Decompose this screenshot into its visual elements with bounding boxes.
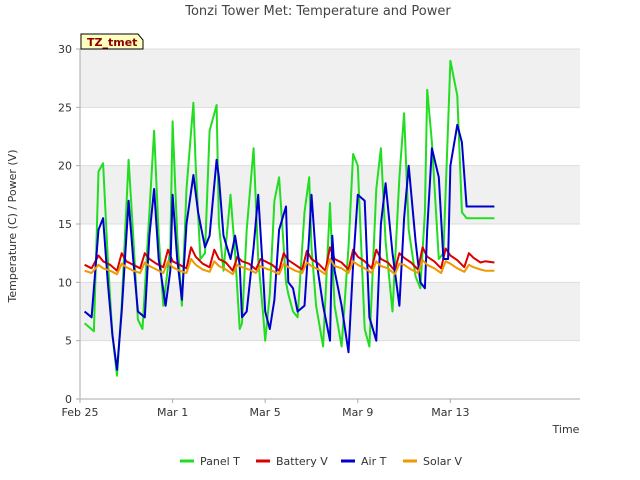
x-tick-label: Mar 13: [431, 406, 469, 419]
y-tick-label: 25: [58, 101, 72, 114]
tag-box-shape: [80, 33, 144, 50]
y-tick-label: 10: [58, 276, 72, 289]
y-tick-label: 5: [65, 335, 72, 348]
y-tick-label: 20: [58, 160, 72, 173]
x-tick-label: Mar 5: [250, 406, 281, 419]
grid-band: [80, 49, 580, 108]
legend: Panel T Battery V Air T Solar V: [180, 455, 463, 468]
legend-label: Air T: [361, 455, 387, 468]
chart-title: Tonzi Tower Met: Temperature and Power: [184, 4, 451, 19]
x-tick-label: Feb 25: [62, 406, 99, 419]
tag-label: TZ_tmet: [87, 36, 137, 49]
x-tick-labels: Feb 25 Mar 1 Mar 5 Mar 9 Mar 13: [62, 399, 469, 419]
series-line-panel-t: [83, 59, 495, 377]
legend-label: Battery V: [276, 455, 328, 468]
series-line-solar-v: [84, 258, 495, 276]
legend-item-battery-v: Battery V: [256, 455, 328, 468]
tag-box: TZ_tmet: [80, 33, 144, 50]
y-tick-label: 30: [58, 43, 72, 56]
y-axis-label: Temperature (C) / Power (V): [6, 149, 19, 303]
legend-item-air-t: Air T: [341, 455, 387, 468]
series-group: [83, 59, 495, 377]
x-tick-label: Mar 9: [342, 406, 373, 419]
legend-item-panel-t: Panel T: [180, 455, 240, 468]
legend-label: Panel T: [200, 455, 240, 468]
series-line-air-t: [83, 123, 495, 371]
y-tick-labels: 0 5 10 15 20 25 30: [58, 43, 80, 406]
y-tick-label: 0: [65, 393, 72, 406]
y-tick-label: 15: [58, 218, 72, 231]
legend-item-solar-v: Solar V: [403, 455, 463, 468]
x-axis-label: Time: [552, 423, 580, 436]
legend-label: Solar V: [423, 455, 463, 468]
x-tick-label: Mar 1: [157, 406, 188, 419]
